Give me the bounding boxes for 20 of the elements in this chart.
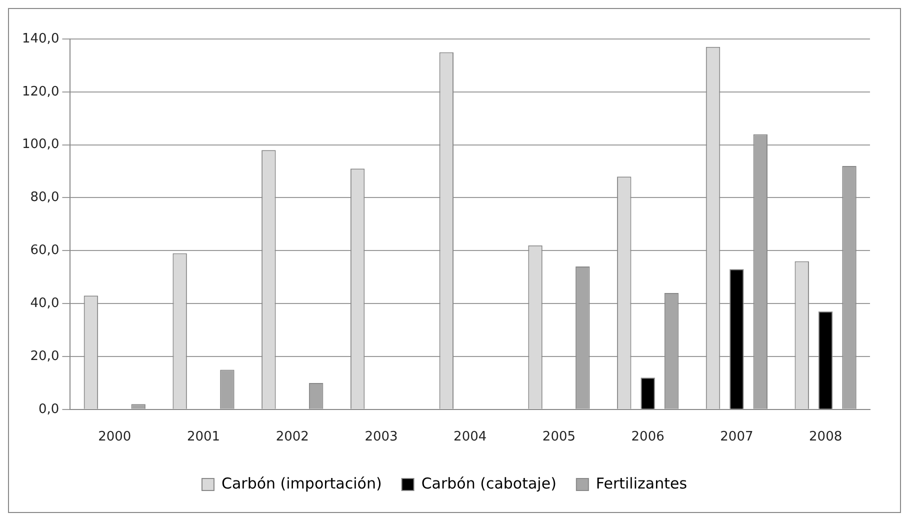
- y-tick-label: 140,0: [22, 31, 60, 46]
- x-tick-label: 2003: [364, 430, 398, 445]
- legend-label: Carbón (cabotaje): [421, 474, 556, 492]
- y-tick-label: 40,0: [30, 296, 60, 311]
- x-tick-label: 2001: [186, 430, 220, 445]
- y-tick-label: 80,0: [30, 190, 60, 206]
- legend-label: Carbón (importación): [221, 474, 382, 492]
- x-tick-label: 2008: [809, 430, 842, 445]
- y-tick-label: 60,0: [30, 243, 60, 258]
- x-tick-label: 2005: [542, 430, 576, 445]
- x-tick-label: 2004: [454, 430, 487, 445]
- legend-label: Fertilizantes: [596, 474, 688, 492]
- y-tick-label: 120,0: [22, 84, 60, 100]
- x-tick-label: 2006: [631, 430, 664, 445]
- y-tick-label: 0,0: [38, 402, 60, 417]
- y-tick-label: 100,0: [22, 137, 60, 152]
- x-tick-label: 2002: [276, 430, 309, 445]
- y-tick-label: 20,0: [30, 348, 60, 364]
- x-tick-label: 2000: [98, 430, 132, 445]
- x-tick-label: 2007: [720, 430, 754, 445]
